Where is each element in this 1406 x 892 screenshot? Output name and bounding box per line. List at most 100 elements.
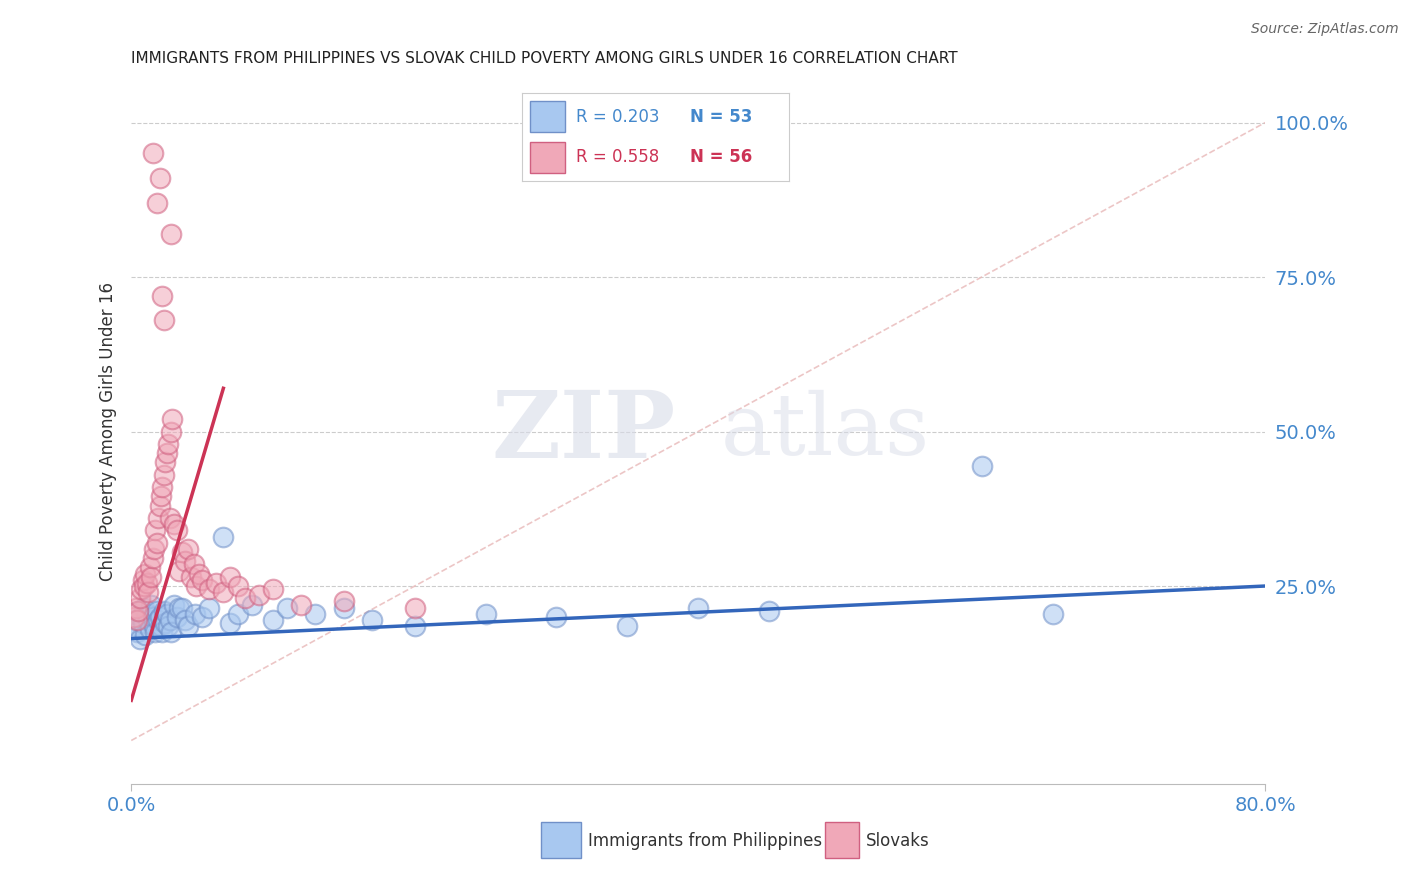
- Point: [145, 535, 167, 549]
- Point: [139, 598, 162, 612]
- Point: [132, 579, 155, 593]
- Point: [172, 545, 194, 559]
- Point: [150, 619, 173, 633]
- Point: [163, 598, 186, 612]
- Point: [474, 607, 496, 621]
- Point: [143, 524, 166, 538]
- Point: [150, 490, 173, 504]
- Point: [970, 458, 993, 473]
- Point: [149, 499, 172, 513]
- Point: [156, 607, 179, 621]
- Point: [127, 604, 149, 618]
- Point: [135, 607, 157, 621]
- Point: [758, 604, 780, 618]
- Point: [262, 613, 284, 627]
- Point: [184, 607, 207, 621]
- Y-axis label: Child Poverty Among Girls Under 16: Child Poverty Among Girls Under 16: [100, 282, 117, 581]
- Point: [404, 600, 426, 615]
- Point: [138, 560, 160, 574]
- Point: [124, 600, 146, 615]
- Point: [180, 570, 202, 584]
- Point: [276, 600, 298, 615]
- Point: [162, 412, 184, 426]
- Text: atlas: atlas: [721, 390, 929, 473]
- Point: [125, 625, 148, 640]
- Point: [145, 604, 167, 618]
- Point: [124, 613, 146, 627]
- Point: [191, 573, 214, 587]
- Point: [160, 227, 183, 241]
- Point: [156, 446, 179, 460]
- Point: [219, 570, 242, 584]
- Point: [148, 511, 170, 525]
- Text: IMMIGRANTS FROM PHILIPPINES VS SLOVAK CHILD POVERTY AMONG GIRLS UNDER 16 CORRELA: IMMIGRANTS FROM PHILIPPINES VS SLOVAK CH…: [131, 51, 957, 66]
- Point: [177, 541, 200, 556]
- Point: [163, 517, 186, 532]
- Point: [177, 619, 200, 633]
- Point: [143, 625, 166, 640]
- Point: [128, 591, 150, 606]
- Text: Slovaks: Slovaks: [866, 832, 929, 850]
- Point: [247, 588, 270, 602]
- Point: [141, 610, 163, 624]
- Point: [149, 610, 172, 624]
- Point: [134, 628, 156, 642]
- Point: [128, 632, 150, 646]
- Text: ZIP: ZIP: [491, 386, 675, 476]
- Point: [127, 604, 149, 618]
- Point: [131, 616, 153, 631]
- Point: [198, 600, 221, 615]
- Point: [205, 576, 228, 591]
- Point: [172, 600, 194, 615]
- Point: [616, 619, 638, 633]
- Point: [141, 551, 163, 566]
- Point: [153, 467, 176, 482]
- Point: [212, 585, 235, 599]
- Point: [153, 604, 176, 618]
- Point: [141, 146, 163, 161]
- Text: Source: ZipAtlas.com: Source: ZipAtlas.com: [1251, 22, 1399, 37]
- Point: [152, 480, 174, 494]
- Point: [304, 607, 326, 621]
- Point: [122, 610, 145, 624]
- Point: [155, 455, 177, 469]
- Point: [333, 600, 356, 615]
- Point: [153, 313, 176, 327]
- Point: [139, 570, 162, 584]
- Point: [122, 619, 145, 633]
- Point: [262, 582, 284, 596]
- Point: [138, 622, 160, 636]
- Point: [188, 566, 211, 581]
- Point: [159, 511, 181, 525]
- Point: [134, 566, 156, 581]
- Point: [1042, 607, 1064, 621]
- Point: [148, 613, 170, 627]
- Point: [404, 619, 426, 633]
- Point: [183, 558, 205, 572]
- Point: [136, 585, 159, 599]
- Point: [145, 195, 167, 210]
- Point: [142, 541, 165, 556]
- Point: [226, 579, 249, 593]
- Point: [169, 564, 191, 578]
- Point: [240, 598, 263, 612]
- Point: [198, 582, 221, 596]
- Point: [136, 613, 159, 627]
- Point: [191, 610, 214, 624]
- Point: [142, 619, 165, 633]
- Point: [132, 600, 155, 615]
- Point: [131, 573, 153, 587]
- Point: [160, 425, 183, 439]
- Point: [186, 579, 208, 593]
- Point: [219, 616, 242, 631]
- Point: [155, 616, 177, 631]
- Point: [157, 437, 180, 451]
- Point: [333, 594, 356, 608]
- Point: [160, 625, 183, 640]
- Point: [157, 619, 180, 633]
- Point: [688, 600, 710, 615]
- Point: [290, 598, 312, 612]
- Point: [152, 625, 174, 640]
- Point: [129, 610, 152, 624]
- Point: [233, 591, 256, 606]
